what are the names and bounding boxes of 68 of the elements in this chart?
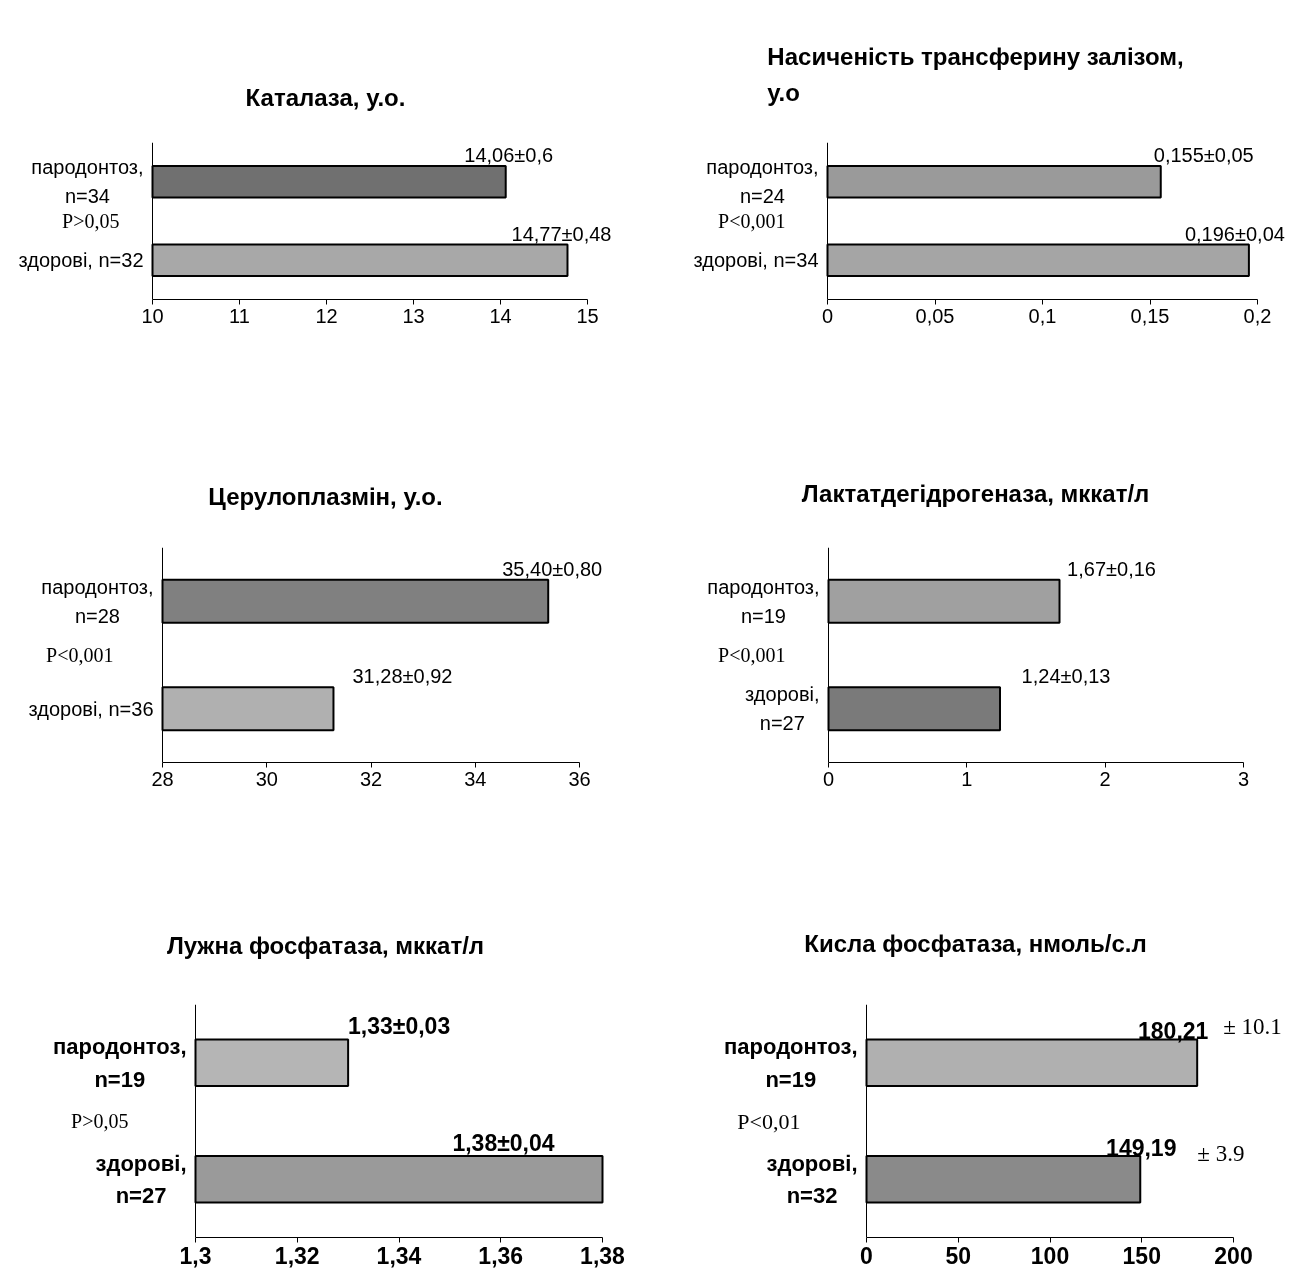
data-label: 14,06±0,6 [464, 144, 554, 167]
text: P<0,001 [46, 644, 114, 666]
y-tick-label: здорові, n=27 [95, 1150, 187, 1208]
x-tick-label: 2 [1099, 767, 1111, 790]
x-tick-label: 0,05 [915, 304, 955, 327]
data-label: 35,40±0,80 [502, 557, 603, 580]
text: P<0,001 [718, 644, 786, 666]
x-tick-label: 50 [945, 1242, 972, 1269]
data-label: 0,155±0,05 [1153, 144, 1254, 167]
chart-title: Каталаза, у.о. [245, 83, 406, 111]
y-tick-label: здорові, n=27 [745, 683, 820, 735]
x-tick-label: 11 [229, 304, 250, 327]
text: P<0,001 [718, 210, 786, 232]
chart-title: Лактатдегідрогеназа, мккат/л [801, 480, 1150, 507]
x-tick-label: 28 [151, 767, 174, 790]
x-tick-label: 32 [359, 767, 383, 790]
chart-title: Кисла фосфатаза, нмоль/с.л [804, 930, 1147, 957]
y-tick-label: пародонтоз, n=28 [41, 575, 154, 627]
y-tick-label: здорові, n=32 [766, 1150, 858, 1208]
data-label: 1,33±0,03 [348, 1013, 451, 1040]
y-tick-label: пародонтоз, n=24 [706, 156, 819, 208]
y-tick-label: пародонтоз, n=19 [53, 1034, 187, 1092]
x-tick-label: 0,1 [1028, 304, 1057, 327]
x-tick-label: 0 [860, 1242, 873, 1269]
chart-title: Церулоплазмін, у.о. [208, 482, 443, 510]
x-tick-label: 1,38 [580, 1242, 626, 1269]
data-label: 14,77±0,48 [511, 222, 612, 245]
y-tick-label: пародонтоз, n=19 [707, 575, 820, 627]
x-tick-label: 36 [568, 767, 591, 790]
data-label: 31,28±0,92 [352, 665, 453, 688]
annotation: ± 3.9 [1197, 1140, 1245, 1166]
chart-title: Насиченість трансферину залізом, у.о [767, 43, 1184, 107]
chart-title: Лужна фосфатаза, мккат/л [166, 932, 485, 959]
x-tick-label: 13 [402, 304, 425, 327]
x-tick-label: 200 [1214, 1242, 1253, 1269]
x-tick-label: 0,15 [1130, 304, 1170, 327]
y-tick-label: здорові, n=34 [693, 249, 819, 272]
x-tick-label: 10 [141, 304, 164, 327]
y-tick-label: здорові, n=36 [28, 697, 154, 720]
x-tick-label: 1,34 [376, 1242, 422, 1269]
data-label: 180,21 [1138, 1018, 1209, 1045]
x-tick-label: 1,3 [179, 1242, 212, 1269]
x-tick-label: 30 [255, 767, 278, 790]
x-tick-label: 0,2 [1243, 304, 1272, 327]
x-tick-label: 3 [1237, 767, 1250, 790]
data-label: 149,19 [1106, 1134, 1177, 1161]
x-tick-label: 12 [315, 304, 338, 327]
x-tick-label: 0 [821, 304, 834, 327]
x-tick-label: 0 [822, 767, 835, 790]
text: P<0,01 [737, 1108, 801, 1134]
y-tick-label: пародонтоз, n=34 [31, 156, 144, 208]
data-label: 1,67±0,16 [1067, 557, 1156, 580]
x-tick-label: 1,36 [478, 1242, 524, 1269]
x-tick-label: 100 [1030, 1242, 1070, 1269]
x-tick-label: 14 [489, 304, 512, 327]
text: P>0,05 [62, 210, 120, 232]
data-label: 1,24±0,13 [1021, 665, 1111, 688]
y-tick-label: здорові, n=32 [18, 249, 144, 272]
x-tick-label: 150 [1122, 1242, 1161, 1269]
data-label: 0,196±0,04 [1184, 222, 1285, 245]
x-tick-label: 1,32 [274, 1242, 320, 1269]
x-tick-label: 34 [464, 767, 487, 790]
annotation: ± 10.1 [1223, 1014, 1282, 1040]
data-label: 1,38±0,04 [452, 1129, 555, 1156]
x-tick-label: 1 [961, 767, 973, 790]
y-tick-label: пародонтоз, n=19 [724, 1034, 858, 1092]
text: P>0,05 [71, 1110, 129, 1132]
x-tick-label: 15 [576, 304, 599, 327]
